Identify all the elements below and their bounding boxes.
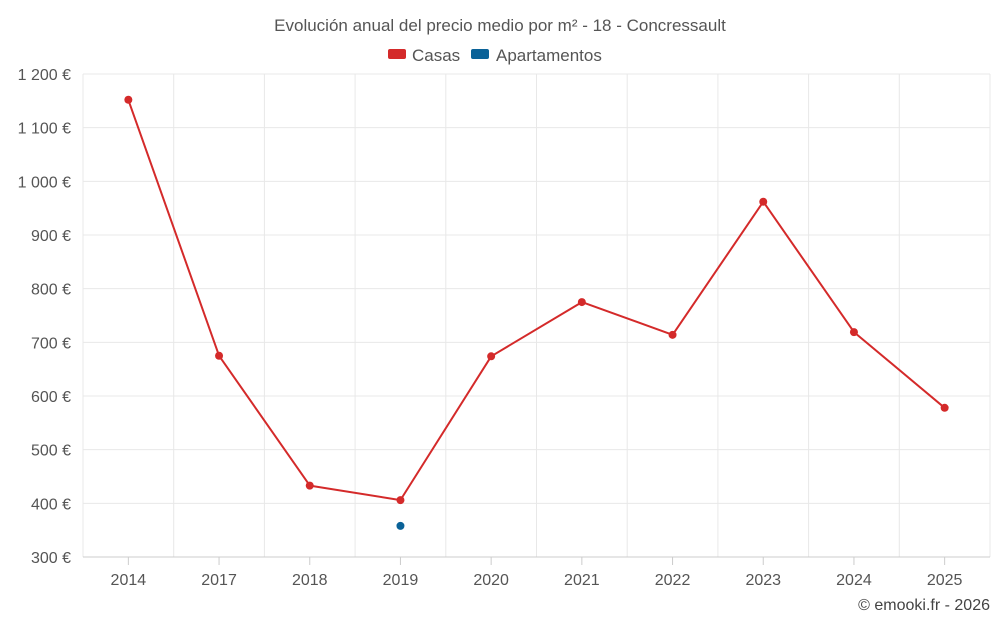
x-tick-label: 2025 [927,572,963,589]
y-tick-label: 400 € [31,496,71,513]
x-tick-label: 2022 [655,572,691,589]
y-tick-label: 300 € [31,550,71,567]
series-casas [124,95,949,505]
data-point-casas-2021[interactable] [577,298,586,307]
series [124,95,949,530]
legend: Casas Apartamentos [388,46,602,65]
y-tick-label: 1 200 € [18,67,71,84]
data-point-casas-2018[interactable] [305,481,314,490]
data-point-casas-2025[interactable] [940,403,949,412]
data-point-casas-2017[interactable] [215,351,224,360]
x-tick-label: 2023 [745,572,781,589]
x-tick-label: 2021 [564,572,600,589]
data-point-casas-2022[interactable] [668,330,677,339]
legend-item-apartamentos[interactable]: Apartamentos [471,46,602,65]
axes: 300 € 400 € 500 € 600 € 700 € 800 € 900 € 1 000… [18,67,990,589]
data-point-casas-2020[interactable] [487,352,496,361]
x-tick-label: 2020 [473,572,509,589]
y-tick-label: 1 100 € [18,121,71,138]
grid [82,73,991,557]
legend-swatch-casas [388,49,406,59]
x-tick-label: 2024 [836,572,872,589]
x-tick-label: 2019 [383,572,419,589]
legend-label-apartamentos: Apartamentos [496,46,602,65]
y-tick-label: 800 € [31,282,71,299]
data-point-casas-2023[interactable] [759,197,768,206]
y-tick-label: 600 € [31,389,71,406]
credit-text: © emooki.fr - 2026 [858,597,990,614]
legend-swatch-apartamentos [471,49,489,59]
data-point-casas-2024[interactable] [849,328,858,337]
data-point-apartamentos-2019[interactable] [396,521,405,530]
y-tick-label: 500 € [31,443,71,460]
chart-title: Evolución anual del precio medio por m² … [274,16,726,35]
x-tick-label: 2014 [111,572,147,589]
y-tick-label: 700 € [31,335,71,352]
legend-item-casas[interactable]: Casas [388,46,460,65]
data-point-casas-2014[interactable] [124,95,133,104]
y-tick-label: 1 000 € [18,174,71,191]
legend-label-casas: Casas [412,46,460,65]
x-tick-label: 2017 [201,572,237,589]
series-apartamentos [396,521,405,530]
x-tick-label: 2018 [292,572,328,589]
data-point-casas-2019[interactable] [396,496,405,505]
y-tick-label: 900 € [31,228,71,245]
series-line-casas [127,99,946,502]
